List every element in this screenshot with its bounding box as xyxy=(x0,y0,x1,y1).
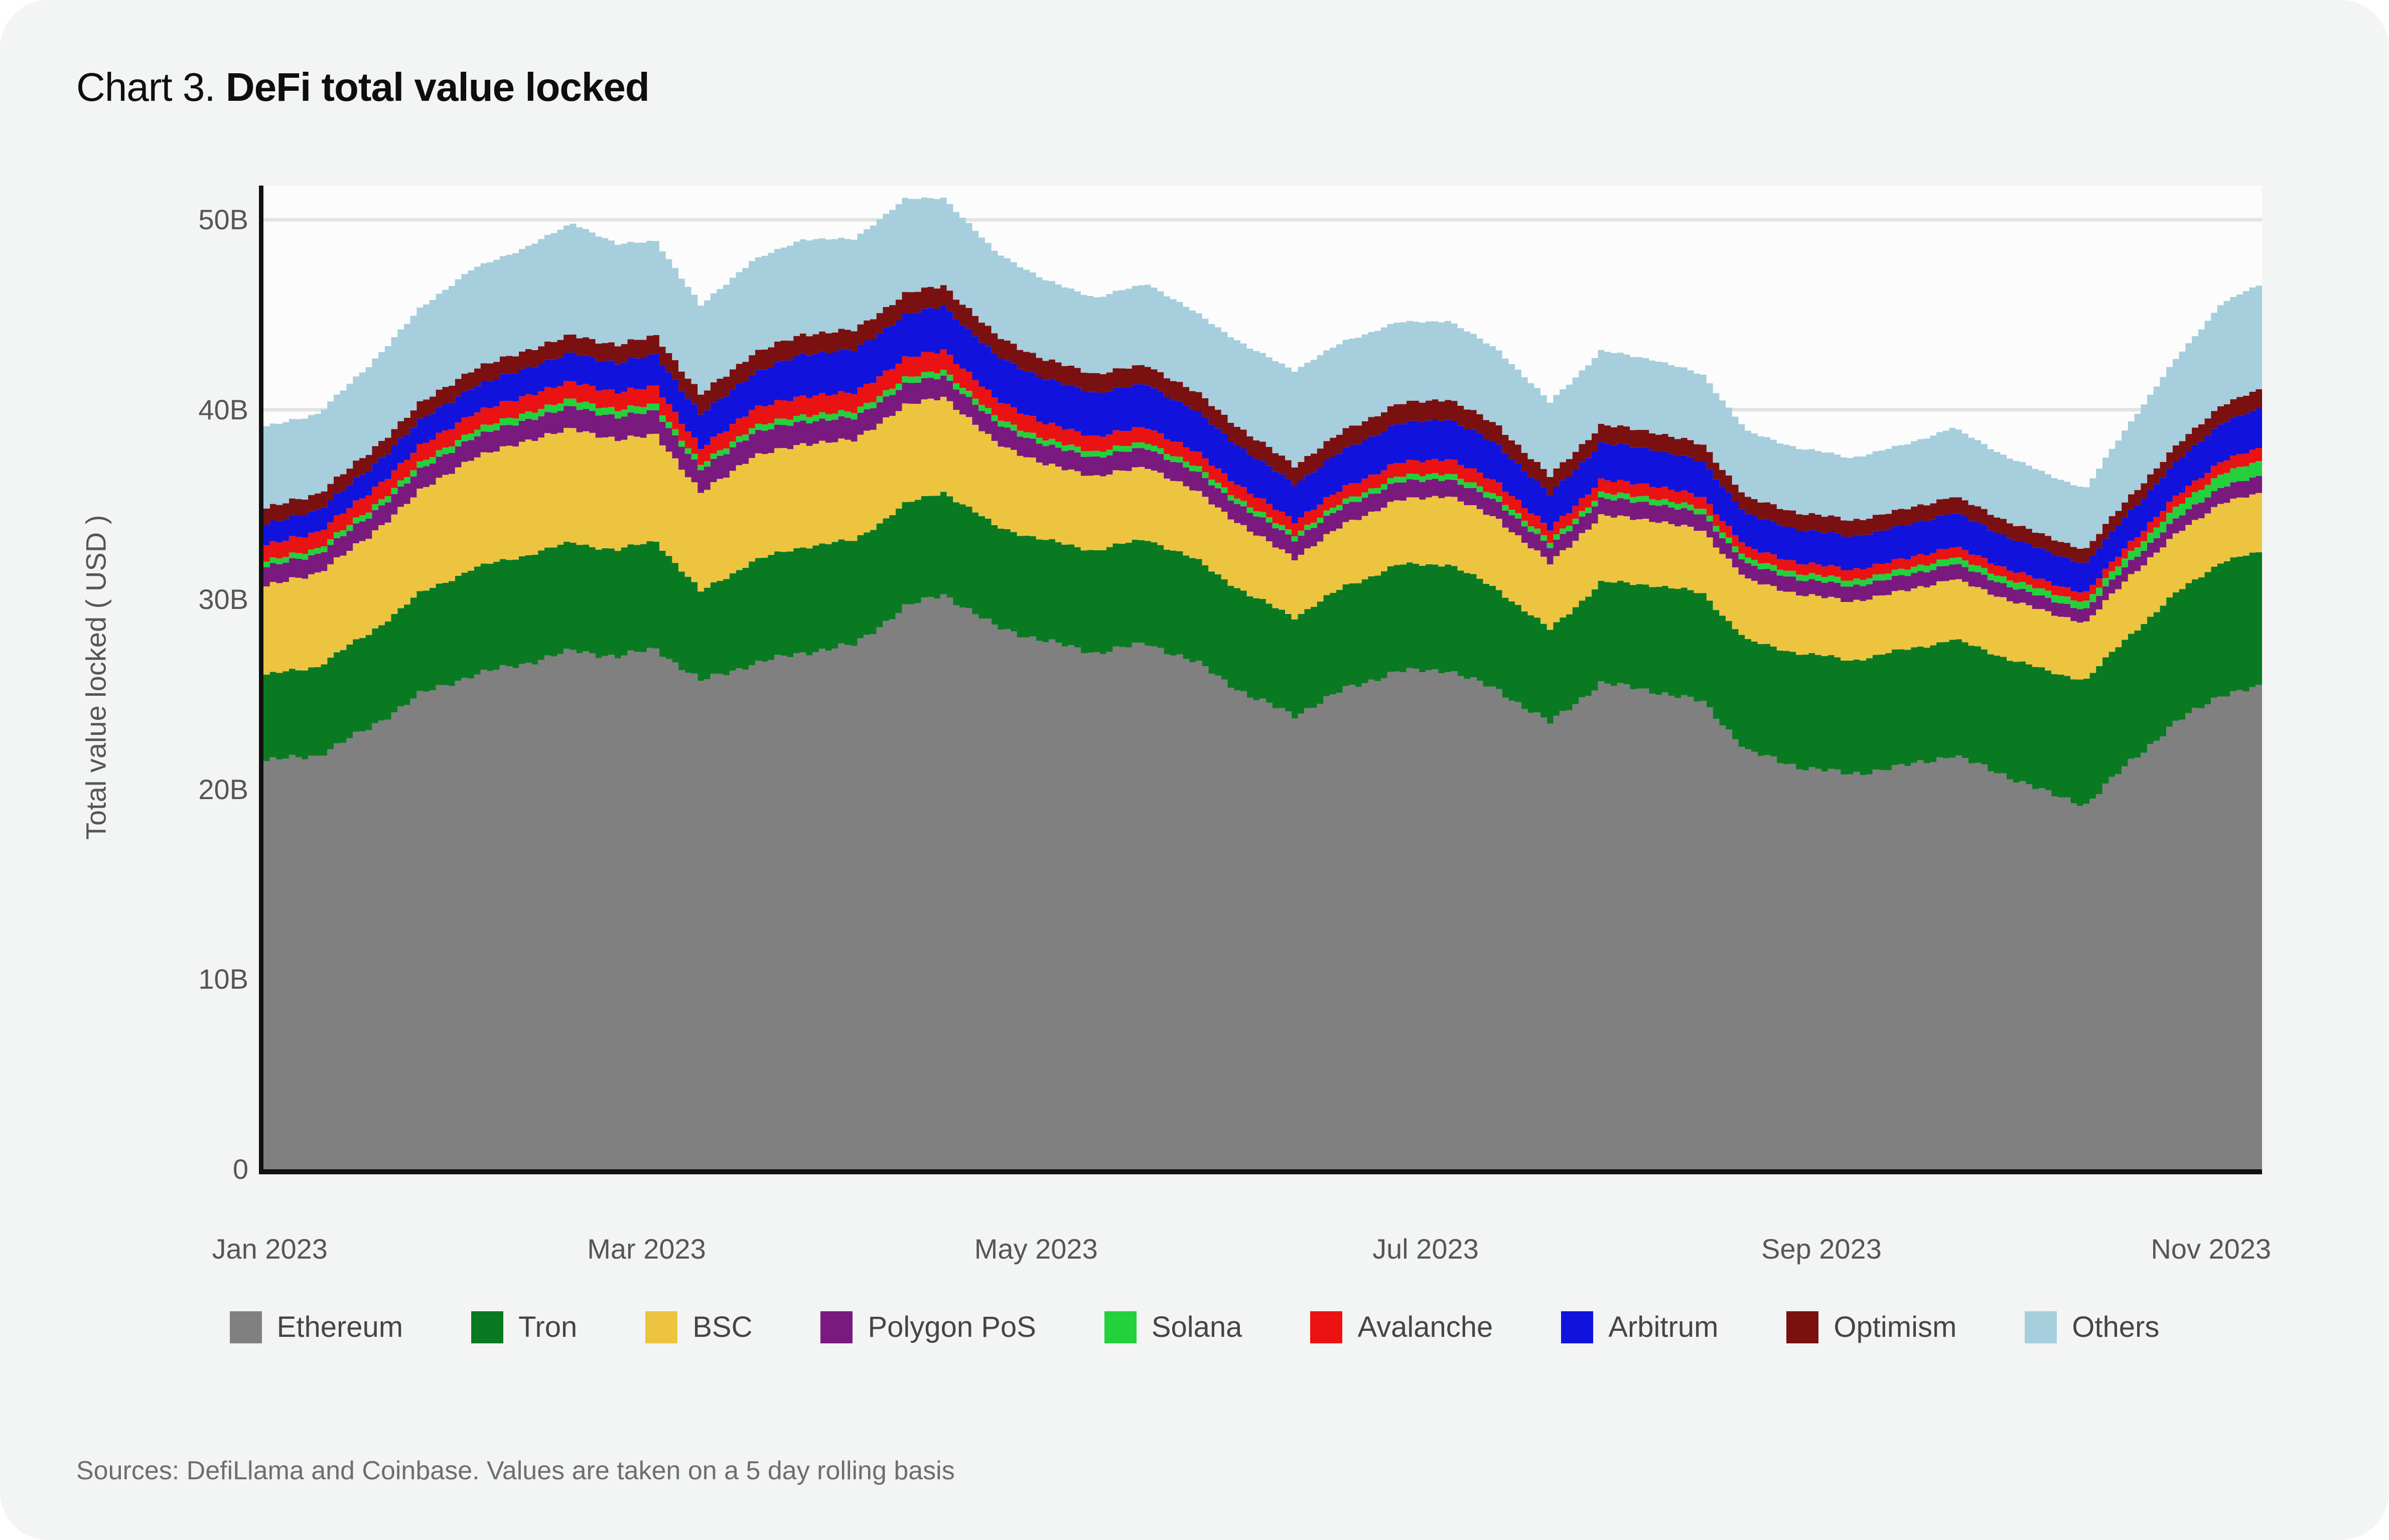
x-axis-line xyxy=(259,1169,2262,1174)
legend-item-avalanche: Avalanche xyxy=(1310,1310,1493,1344)
x-tick-mar-2023: Mar 2023 xyxy=(587,1233,706,1265)
series-area-others xyxy=(263,197,2262,549)
source-note: Sources: DefiLlama and Coinbase. Values … xyxy=(76,1456,955,1485)
gridline-50B xyxy=(263,218,2262,222)
legend-item-arbitrum: Arbitrum xyxy=(1561,1310,1718,1344)
legend-swatch-icon xyxy=(1104,1311,1137,1343)
y-axis-title: Total value locked ( USD ) xyxy=(80,515,112,840)
chart-title: Chart 3. DeFi total value locked xyxy=(76,64,650,110)
legend-label: Solana xyxy=(1151,1311,1242,1343)
series-area-tron xyxy=(263,492,2262,806)
series-area-solana xyxy=(263,370,2262,609)
legend-swatch-icon xyxy=(1786,1311,1819,1343)
legend-swatch-icon xyxy=(1561,1311,1594,1343)
legend-label: Others xyxy=(2072,1311,2160,1343)
legend-item-ethereum: Ethereum xyxy=(229,1310,403,1344)
y-tick-40B: 40B xyxy=(198,393,248,425)
legend-item-solana: Solana xyxy=(1104,1310,1242,1344)
legend-label: Optimism xyxy=(1834,1311,1957,1343)
series-area-optimism xyxy=(263,285,2262,563)
x-tick-may-2023: May 2023 xyxy=(974,1233,1098,1265)
legend-label: Arbitrum xyxy=(1608,1311,1719,1343)
legend-swatch-icon xyxy=(820,1311,853,1343)
series-area-bsc xyxy=(263,396,2262,680)
x-tick-sep-2023: Sep 2023 xyxy=(1761,1233,1882,1265)
y-tick-50B: 50B xyxy=(198,204,248,236)
series-area-polygon-pos xyxy=(263,375,2262,623)
y-tick-0: 0 xyxy=(232,1153,248,1185)
legend-label: Polygon PoS xyxy=(868,1311,1036,1343)
y-tick-10B: 10B xyxy=(198,963,248,995)
y-axis-line xyxy=(259,186,263,1174)
legend-label: Tron xyxy=(518,1311,578,1343)
legend-swatch-icon xyxy=(1310,1311,1343,1343)
legend-label: Avalanche xyxy=(1357,1311,1493,1343)
legend-item-tron: Tron xyxy=(471,1310,577,1344)
y-tick-30B: 30B xyxy=(198,583,248,615)
series-area-avalanche xyxy=(263,349,2262,602)
legend-label: Ethereum xyxy=(276,1311,403,1343)
x-tick-jul-2023: Jul 2023 xyxy=(1372,1233,1479,1265)
legend-swatch-icon xyxy=(2025,1311,2057,1343)
legend-swatch-icon xyxy=(645,1311,678,1343)
series-area-ethereum xyxy=(263,594,2262,1169)
legend-item-others: Others xyxy=(2025,1310,2159,1344)
legend-swatch-icon xyxy=(229,1311,262,1343)
legend-swatch-icon xyxy=(471,1311,504,1343)
legend-item-polygon-pos: Polygon PoS xyxy=(820,1310,1036,1344)
legend-item-bsc: BSC xyxy=(645,1310,752,1344)
series-area-arbitrum xyxy=(263,306,2262,593)
chart-title-main: DeFi total value locked xyxy=(225,65,650,109)
legend-label: BSC xyxy=(692,1311,753,1343)
x-tick-nov-2023: Nov 2023 xyxy=(2151,1233,2272,1265)
x-tick-jan-2023: Jan 2023 xyxy=(212,1233,328,1265)
y-tick-20B: 20B xyxy=(198,773,248,805)
chart-legend: Ethereum Tron BSC Polygon PoS Solana Avalanch… xyxy=(0,1310,2389,1344)
legend-item-optimism: Optimism xyxy=(1786,1310,1956,1344)
chart-title-prefix: Chart 3. xyxy=(76,65,216,109)
